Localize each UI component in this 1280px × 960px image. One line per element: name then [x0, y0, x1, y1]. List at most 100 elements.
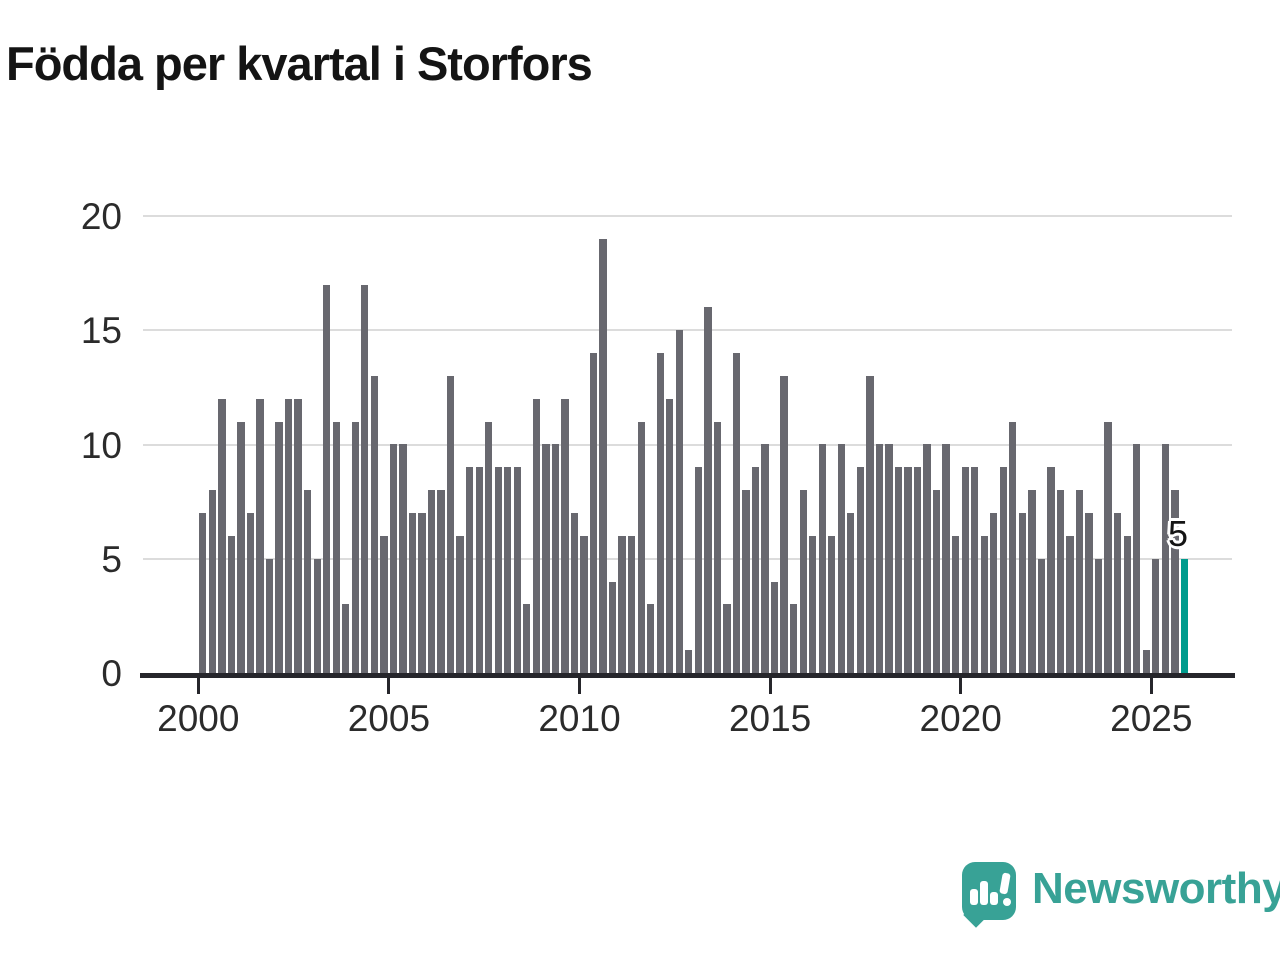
x-tick-2005	[387, 678, 391, 694]
chart-title: Födda per kvartal i Storfors	[6, 37, 593, 90]
bar	[332, 422, 340, 673]
bar	[627, 536, 636, 673]
y-axis-label-5: 5	[101, 538, 122, 580]
highlighted-bar	[1180, 559, 1189, 673]
bar	[1018, 513, 1027, 673]
bar	[818, 444, 826, 673]
bar	[504, 467, 512, 673]
bar	[790, 604, 798, 673]
bar	[303, 490, 312, 673]
x-tick-2015	[768, 678, 772, 694]
bar	[361, 285, 369, 673]
bar	[380, 536, 388, 673]
bar	[1066, 536, 1074, 673]
bar	[809, 536, 817, 673]
bar	[961, 467, 969, 673]
bar	[742, 490, 750, 673]
bar	[208, 490, 216, 673]
bar	[485, 422, 493, 673]
bar	[465, 467, 474, 673]
bar	[1056, 490, 1065, 673]
bar	[542, 444, 550, 673]
bar	[751, 467, 760, 673]
bar	[246, 513, 255, 673]
logo-minibar-3	[990, 892, 998, 905]
bar	[570, 513, 579, 673]
bar	[265, 559, 274, 673]
bar	[323, 285, 331, 673]
logo-exclamation-dot	[1003, 898, 1011, 906]
bar	[513, 467, 521, 673]
x-axis-label-2015: 2015	[728, 698, 812, 739]
bar	[389, 444, 398, 673]
bar	[761, 444, 769, 673]
bar	[1094, 559, 1103, 673]
bar	[199, 513, 207, 673]
y-axis-label-10: 10	[80, 424, 122, 466]
bar	[1028, 490, 1036, 673]
bar	[885, 444, 893, 673]
bar	[599, 239, 607, 673]
gridline-y5	[143, 557, 1232, 560]
bar	[294, 399, 302, 673]
bar	[685, 650, 693, 673]
bar	[904, 467, 912, 673]
bar	[847, 513, 855, 673]
bar	[770, 582, 779, 673]
bar	[713, 422, 722, 673]
bar	[608, 582, 617, 673]
bar	[647, 604, 655, 673]
bar	[618, 536, 626, 673]
bar	[446, 376, 455, 673]
bar	[675, 330, 683, 673]
x-tick-2000	[196, 678, 200, 694]
bar	[875, 444, 884, 673]
bar	[942, 444, 950, 673]
bar	[1075, 490, 1084, 673]
bar	[656, 353, 664, 673]
bar	[437, 490, 445, 673]
bar	[856, 467, 865, 673]
newsworthy-logo-text: Newsworthy	[1032, 864, 1280, 913]
bar	[990, 513, 998, 673]
x-axis-label-2010: 2010	[538, 698, 621, 739]
highlight-value-label: 5	[1168, 513, 1189, 554]
bar	[666, 399, 674, 673]
bar	[1152, 559, 1160, 673]
bar	[1085, 513, 1093, 673]
bar	[828, 536, 836, 673]
bar	[475, 467, 483, 673]
bar	[923, 444, 931, 673]
bar	[342, 604, 350, 673]
bar	[1133, 444, 1141, 673]
x-axis-label-2020: 2020	[919, 698, 1002, 739]
gridline-y10	[143, 443, 1232, 446]
bar	[732, 353, 741, 673]
bar	[351, 422, 359, 673]
bar	[418, 513, 426, 673]
bar	[894, 467, 903, 673]
bar	[494, 467, 502, 673]
bar	[980, 536, 988, 673]
bar	[780, 376, 788, 673]
bar	[1047, 467, 1055, 673]
y-axis-label-15: 15	[80, 310, 122, 352]
x-axis-label-2000: 2000	[157, 698, 240, 739]
x-tick-2020	[959, 678, 963, 694]
bar	[523, 604, 531, 673]
bar	[237, 422, 245, 673]
y-axis-label-0: 0	[101, 653, 122, 694]
x-axis-line	[140, 673, 1235, 678]
x-tick-2010	[578, 678, 581, 694]
bar	[370, 376, 378, 673]
gridline-y20	[143, 215, 1232, 217]
gridline-y15	[143, 329, 1232, 332]
bar	[971, 467, 979, 673]
bar	[218, 399, 226, 673]
bar	[256, 399, 264, 673]
bar	[561, 399, 569, 673]
bar	[227, 536, 236, 673]
bar	[275, 422, 283, 673]
x-axis-label-2005: 2005	[347, 698, 431, 739]
bar	[408, 513, 417, 673]
